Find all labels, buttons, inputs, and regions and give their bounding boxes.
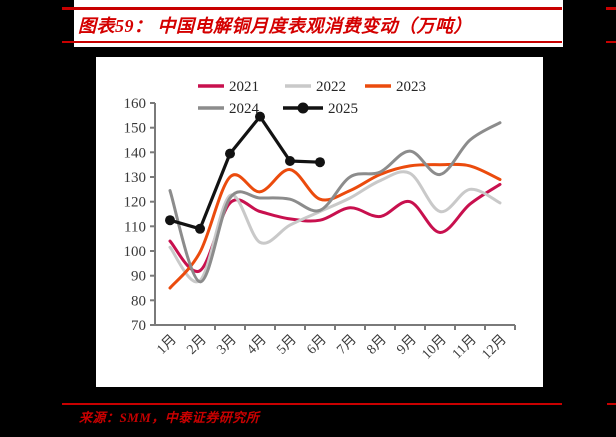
footer-rule-stub — [607, 403, 616, 405]
title-top-rule-stub — [606, 7, 616, 10]
data-point-marker — [255, 111, 265, 122]
title-top-rule — [62, 7, 562, 10]
data-point-marker — [225, 148, 235, 159]
line-chart: 70 80 90 100 110 120 130 140 150 160 1月 2月 3月 4月 5月 6月 7… — [124, 79, 516, 363]
series-2025 — [165, 111, 325, 234]
x-tick-label: 1月 — [154, 332, 180, 358]
series-2022 — [168, 170, 502, 284]
data-point-marker — [195, 223, 205, 234]
footer-rule — [62, 403, 562, 405]
series-2024 — [168, 121, 502, 284]
legend-item-2022: 2022 — [285, 79, 346, 95]
x-tick-label: 10月 — [419, 332, 450, 363]
legend-label: 2022 — [316, 79, 346, 95]
y-tick-label: 70 — [131, 318, 146, 334]
legend-label: 2023 — [396, 79, 426, 95]
x-tick-label: 3月 — [214, 332, 240, 358]
y-tick-label: 80 — [131, 293, 146, 309]
x-tick-label: 5月 — [274, 332, 300, 358]
y-tick-label: 120 — [124, 195, 147, 211]
x-tick-label: 9月 — [394, 332, 420, 358]
data-point-marker — [285, 156, 295, 166]
legend-label: 2021 — [229, 79, 259, 95]
y-tick-label: 100 — [124, 244, 147, 260]
y-tick-label: 140 — [124, 145, 147, 161]
title-bottom-rule-stub — [606, 41, 616, 43]
legend-item-2021: 2021 — [198, 79, 259, 95]
x-tick-label: 7月 — [334, 332, 360, 358]
y-tick-label: 110 — [124, 219, 146, 235]
legend-label: 2025 — [328, 101, 358, 117]
y-tick-label: 160 — [124, 96, 147, 112]
chart-card: 70 80 90 100 110 120 130 140 150 160 1月 2月 3月 4月 5月 6月 7… — [96, 57, 543, 387]
figure-title: 图表59： 中国电解铜月度表观消费变动（万吨） — [78, 16, 472, 36]
data-point-marker — [165, 215, 175, 226]
legend-item-2023: 2023 — [365, 79, 426, 95]
data-point-marker — [315, 157, 325, 168]
legend-item-2024: 2024 — [198, 101, 260, 117]
title-bottom-rule — [62, 41, 562, 43]
y-tick-label: 90 — [131, 269, 146, 285]
legend-label: 2024 — [229, 101, 260, 117]
y-tick-label: 130 — [124, 170, 147, 186]
x-tick-label: 2月 — [184, 332, 210, 358]
x-tick-label: 4月 — [244, 332, 270, 358]
y-tick-label: 150 — [124, 121, 147, 137]
axes: 70 80 90 100 110 120 130 140 150 160 1月 2月 3月 4月 5月 6月 7… — [124, 96, 516, 363]
x-tick-label: 8月 — [364, 332, 390, 358]
x-tick-label: 6月 — [304, 332, 330, 358]
legend-item-2025: 2025 — [283, 101, 358, 117]
source-note: 来源：SMM，中泰证券研究所 — [79, 410, 260, 425]
x-tick-label: 11月 — [449, 332, 480, 363]
x-tick-label: 12月 — [479, 332, 510, 363]
